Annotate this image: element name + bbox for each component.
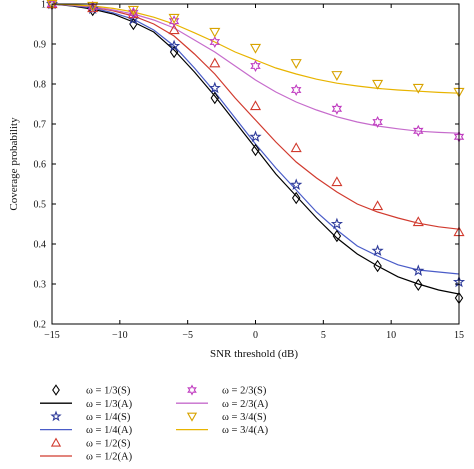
legend-label: ω = 3/4(S) <box>222 412 267 423</box>
series-line <box>52 4 459 134</box>
series-markers <box>45 0 466 305</box>
legend-entry: ω = 1/4(A) <box>40 425 133 436</box>
legend-entry: ω = 1/2(S) <box>50 437 131 449</box>
legend-marker-swatch <box>50 410 62 422</box>
legend-marker-swatch <box>186 412 198 422</box>
data-point-star <box>371 244 384 256</box>
data-point-triangle-down <box>290 59 302 69</box>
data-point-hexagram <box>168 15 180 28</box>
plot-area <box>45 0 466 305</box>
legend-entry: ω = 1/4(S) <box>50 410 131 423</box>
data-point-hexagram <box>128 6 139 19</box>
data-point-hexagram <box>209 35 221 49</box>
data-point-triangle-down <box>168 13 180 24</box>
data-point-triangle-up <box>249 100 262 111</box>
legend-label: ω = 1/4(S) <box>86 412 131 423</box>
data-point-triangle-down <box>331 71 343 81</box>
data-point-triangle-up <box>168 24 180 35</box>
data-point-triangle-down <box>249 43 262 54</box>
data-point-triangle-down <box>127 5 139 16</box>
y-tick-label: 0.7 <box>34 120 47 131</box>
legend-entry: ω = 3/4(S) <box>186 412 267 423</box>
legend-marker-swatch <box>52 384 60 396</box>
y-tick-label: 1 <box>41 0 46 11</box>
data-point-triangle-down <box>87 1 99 12</box>
legend-marker-swatch <box>50 437 62 447</box>
legend-entry: ω = 1/3(S) <box>52 384 131 397</box>
data-point-triangle-down <box>412 83 424 94</box>
legend-label: ω = 2/3(S) <box>222 386 267 397</box>
legend-label: ω = 1/2(S) <box>86 438 131 449</box>
data-point-hexagram <box>372 115 383 129</box>
data-point-triangle-up <box>209 57 221 68</box>
y-tick-label: 0.2 <box>34 320 47 331</box>
data-point-hexagram <box>250 59 261 73</box>
legend-marker-swatch <box>187 384 197 396</box>
x-tick-label: −5 <box>182 330 193 341</box>
legend-entry: ω = 1/2(A) <box>40 452 133 463</box>
legend-label: ω = 1/3(S) <box>86 386 131 397</box>
series-line <box>52 4 459 295</box>
data-point-diamond <box>332 229 342 243</box>
legend-label: ω = 3/4(A) <box>222 425 269 436</box>
data-point-triangle-up <box>290 142 302 153</box>
legend-label: ω = 2/3(A) <box>222 399 269 410</box>
x-tick-label: 5 <box>321 330 326 341</box>
y-tick-label: 0.6 <box>34 160 47 171</box>
axes: −15 −10 −5 0 5 10 15 0.2 0.3 0.4 0.5 0.6 0.7 0.8 0.9 1 <box>34 0 465 341</box>
legend-label: ω = 1/3(A) <box>86 399 133 410</box>
x-tick-label: −10 <box>112 330 128 341</box>
data-point-hexagram <box>413 124 424 137</box>
legend-label: ω = 1/4(A) <box>86 425 133 436</box>
data-point-star <box>249 130 262 142</box>
legend: ω = 1/3(S) ω = 1/3(A) ω = 1/4(S) ω = 1/4(A)… <box>40 384 269 463</box>
y-tick-label: 0.4 <box>34 240 47 251</box>
y-tick-label: 0.8 <box>34 80 47 91</box>
y-tick-label: 0.5 <box>34 200 47 211</box>
data-point-star <box>208 81 221 94</box>
legend-entry: ω = 3/4(A) <box>176 425 269 436</box>
data-point-diamond <box>291 191 301 205</box>
legend-entry: ω = 2/3(S) <box>187 384 267 397</box>
data-point-triangle-down <box>209 27 221 38</box>
data-point-diamond <box>373 259 382 273</box>
data-point-diamond <box>210 91 220 105</box>
x-tick-label: 15 <box>454 330 464 341</box>
y-axis-title: Coverage probability <box>8 117 20 211</box>
series-line <box>52 4 459 230</box>
data-point-star <box>412 264 425 276</box>
data-point-diamond <box>251 143 260 157</box>
y-tick-label: 0.3 <box>34 280 47 291</box>
data-point-triangle-down <box>372 79 384 90</box>
x-tick-label: 10 <box>386 330 396 341</box>
x-tick-label: 0 <box>253 330 258 341</box>
data-point-triangle-up <box>331 176 343 187</box>
data-point-triangle-up <box>412 216 424 227</box>
data-point-star <box>290 178 303 190</box>
data-point-hexagram <box>331 102 343 115</box>
legend-entry: ω = 1/3(A) <box>40 399 133 410</box>
data-point-star <box>330 217 343 230</box>
x-tick-label: −15 <box>44 330 60 341</box>
data-point-hexagram <box>290 83 302 97</box>
data-point-triangle-down <box>46 0 58 10</box>
legend-label: ω = 1/2(A) <box>86 452 133 463</box>
x-axis-title: SNR threshold (dB) <box>210 348 298 360</box>
data-point-triangle-up <box>372 200 384 211</box>
series-lines <box>52 4 459 295</box>
legend-entry: ω = 2/3(A) <box>176 399 269 410</box>
data-point-star <box>168 39 181 52</box>
data-point-diamond <box>414 278 423 292</box>
y-tick-label: 0.9 <box>34 40 47 51</box>
